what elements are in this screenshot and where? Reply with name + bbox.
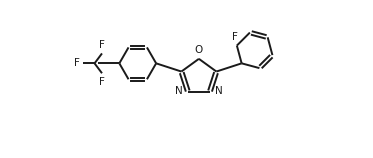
Text: O: O: [195, 45, 203, 55]
Text: F: F: [74, 58, 80, 68]
Text: F: F: [232, 32, 238, 42]
Text: F: F: [100, 40, 105, 50]
Text: N: N: [214, 86, 222, 96]
Text: F: F: [100, 77, 105, 87]
Text: N: N: [175, 86, 183, 96]
